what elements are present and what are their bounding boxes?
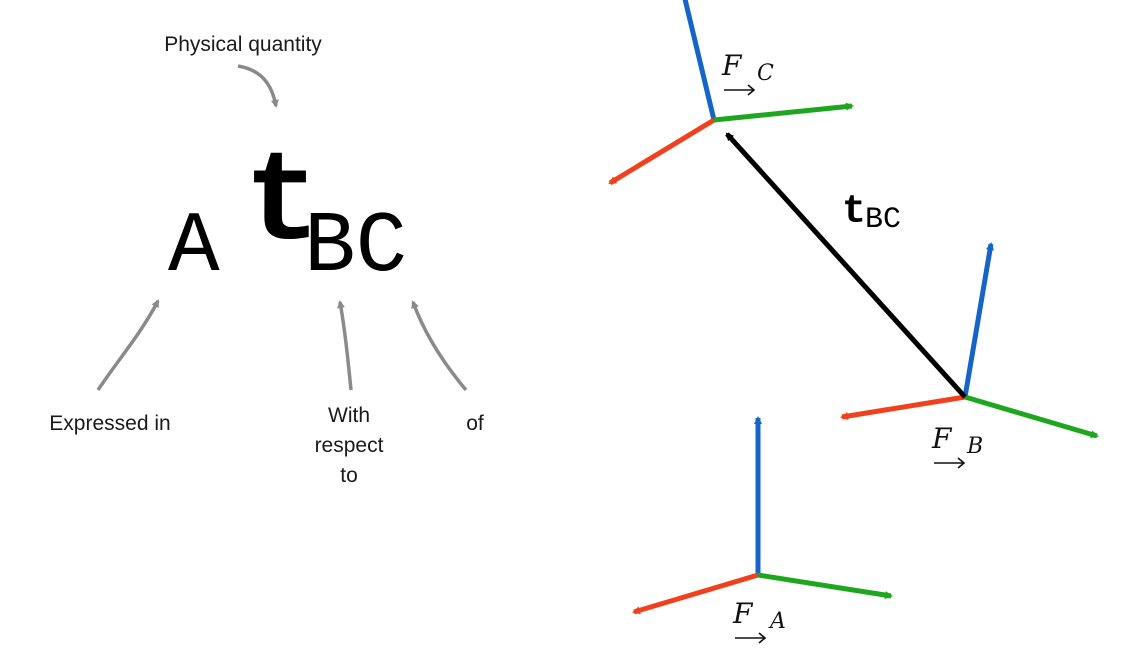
frame-c-script: F xyxy=(721,49,743,82)
vector-label-subscript: BC xyxy=(865,203,901,237)
physical-quantity-label: Physical quantity xyxy=(164,33,322,56)
translation-vector-bc: t BC xyxy=(727,134,965,397)
physical-quantity-arrow xyxy=(238,66,276,106)
frame-b: F B xyxy=(842,244,1097,468)
frame-b-y-axis xyxy=(965,397,1097,436)
frame-b-subscript: B xyxy=(966,434,983,459)
frame-b-underarrow xyxy=(934,458,964,468)
frame-c: F C xyxy=(610,0,852,183)
of-label: of xyxy=(466,412,484,435)
frame-a-label: F A xyxy=(732,597,786,643)
frame-b-label: F B xyxy=(931,422,983,468)
translation-vector-line xyxy=(727,134,965,397)
frame-c-y-axis xyxy=(714,106,852,120)
expressed-in-label: Expressed in xyxy=(49,412,170,435)
notation-subscript-bc: BC xyxy=(304,198,407,296)
with-respect-to-line: to xyxy=(340,464,358,487)
vector-label-symbol: t xyxy=(842,190,866,235)
frame-b-x-axis xyxy=(842,397,965,417)
with-respect-to-label: With respect to xyxy=(315,404,384,487)
with-respect-to-line: With xyxy=(328,404,370,427)
of-arrow xyxy=(413,302,466,390)
frame-a-script: F xyxy=(732,597,754,630)
frame-a-subscript: A xyxy=(768,609,786,634)
with-respect-to-line: respect xyxy=(315,434,384,457)
frame-c-x-axis xyxy=(610,120,714,183)
frame-c-z-axis xyxy=(684,0,714,120)
frame-b-script: F xyxy=(931,422,953,455)
frame-c-label: F C xyxy=(721,49,774,95)
frame-b-z-axis xyxy=(965,244,991,397)
notation-explanation: Physical quantity A t BC Expressed in Wi… xyxy=(49,33,484,487)
frame-a-underarrow xyxy=(735,633,765,643)
frame-a-y-axis xyxy=(758,575,891,596)
frame-prefix-a: A xyxy=(168,198,220,296)
frame-c-subscript: C xyxy=(757,61,774,86)
frame-a: F A xyxy=(634,418,891,643)
expressed-in-arrow xyxy=(98,301,158,390)
with-respect-to-arrow xyxy=(340,302,351,390)
frame-c-underarrow xyxy=(724,85,754,95)
